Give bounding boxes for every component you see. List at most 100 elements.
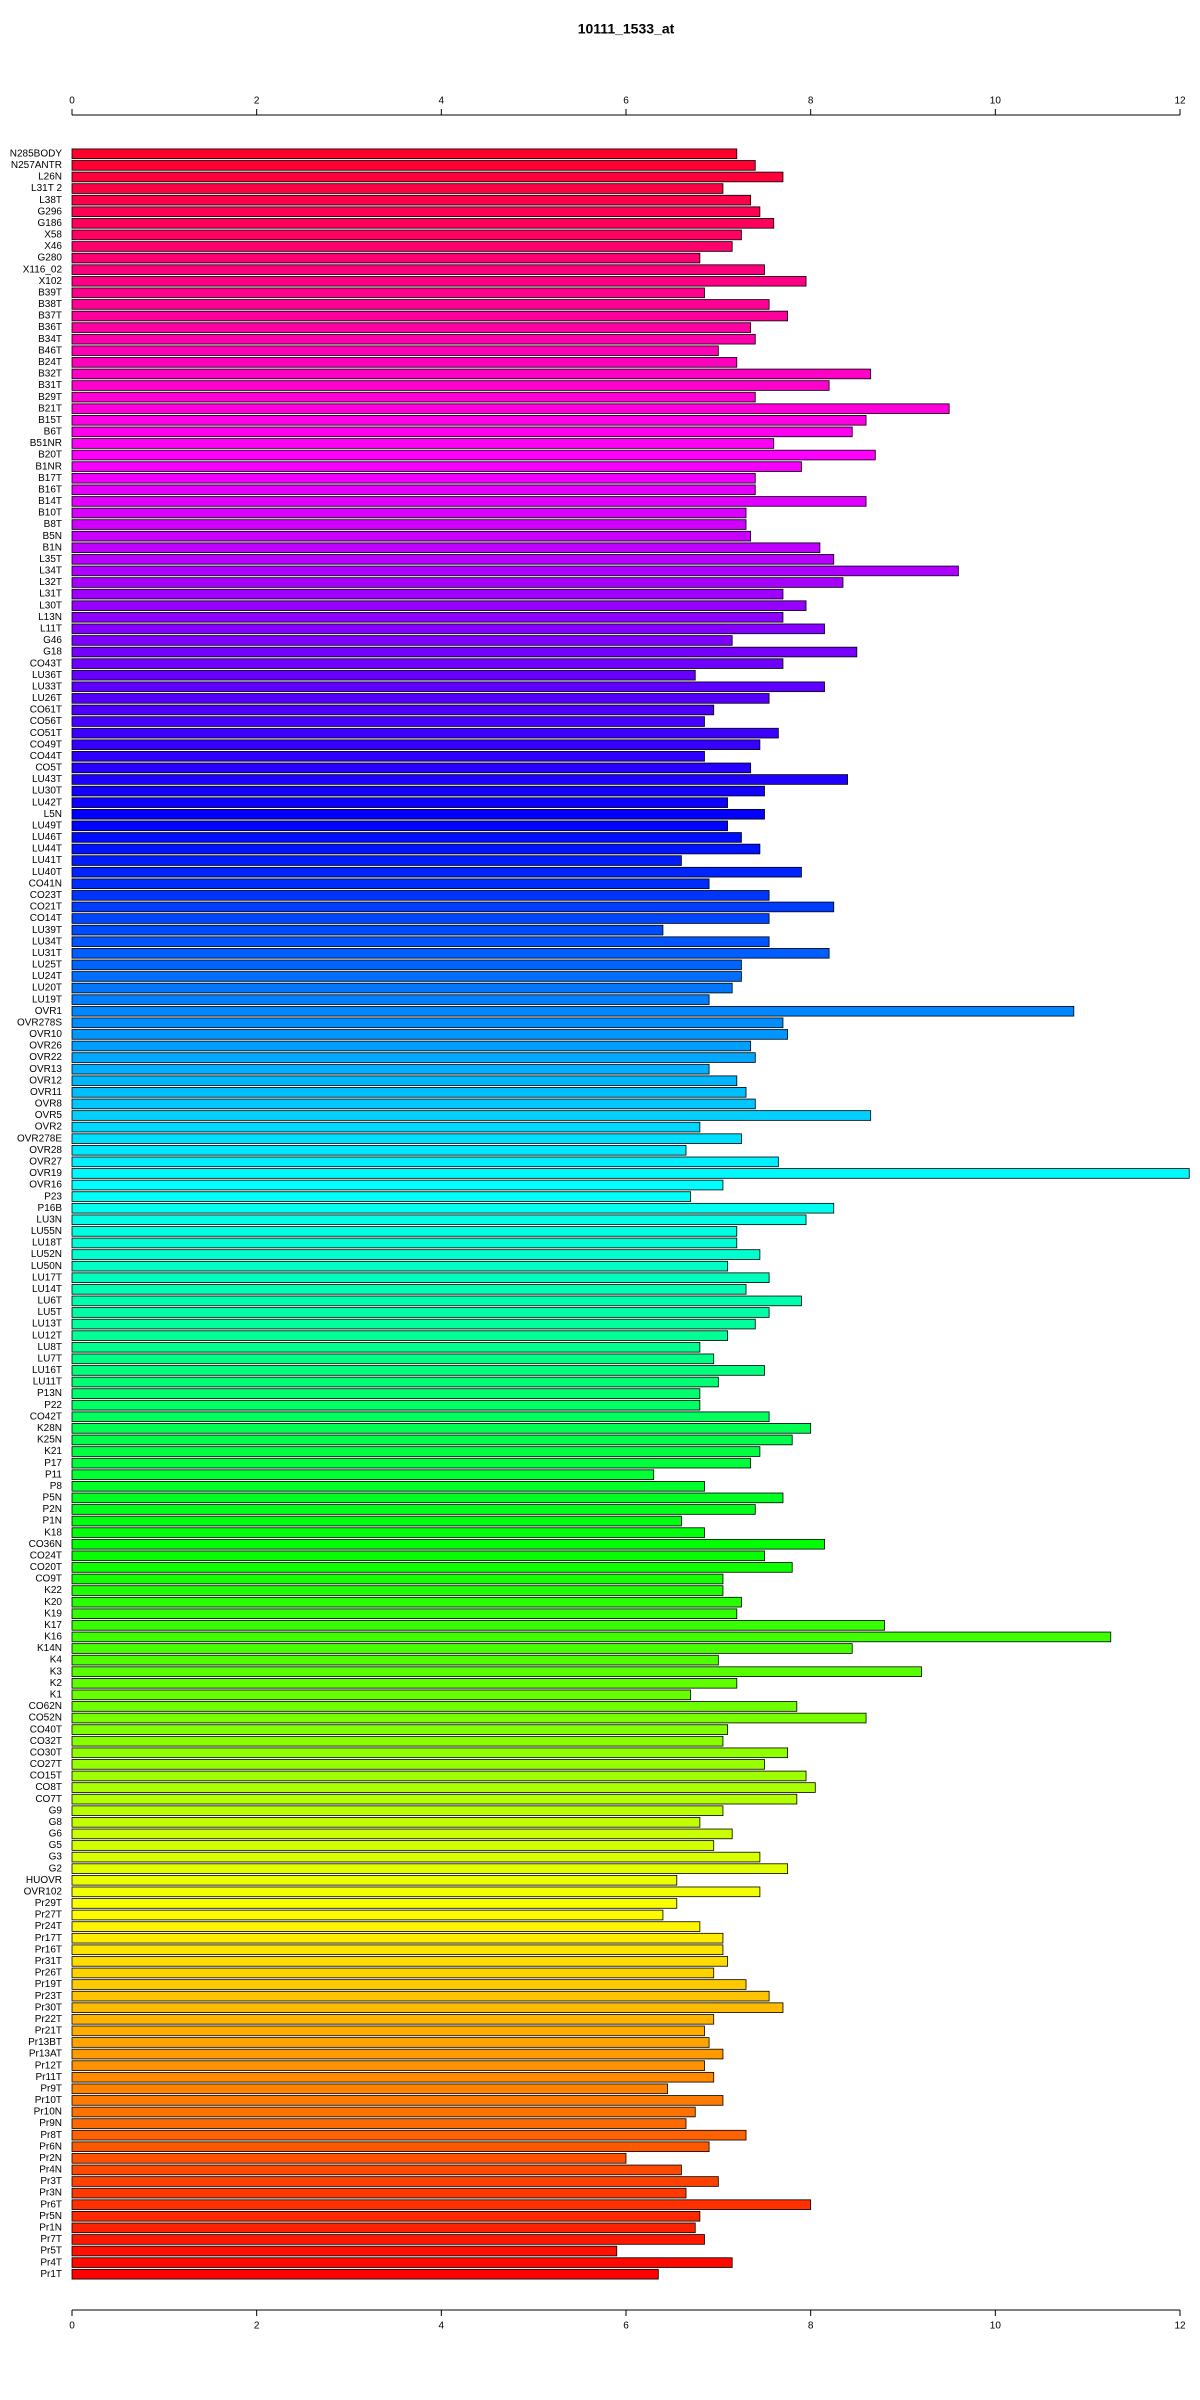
y-tick-label: CO5T bbox=[35, 763, 62, 774]
bar bbox=[71, 1701, 798, 1712]
y-tick-label: B21T bbox=[38, 403, 62, 414]
y-tick-label: OVR2 bbox=[35, 1122, 63, 1133]
y-tick-label: OVR16 bbox=[29, 1180, 62, 1191]
y-tick-label: CO20T bbox=[30, 1562, 62, 1573]
bar bbox=[71, 797, 728, 808]
y-tick-label: G8 bbox=[49, 1817, 63, 1828]
y-tick-label: Pr22T bbox=[35, 2014, 62, 2025]
y-tick-label: P1N bbox=[43, 1516, 62, 1527]
bar bbox=[71, 1087, 747, 1098]
y-tick-label: Pr1T bbox=[40, 2269, 62, 2280]
y-tick-label: G46 bbox=[43, 635, 62, 646]
y-tick-label: LU34T bbox=[32, 936, 62, 947]
y-tick-label: G6 bbox=[49, 1829, 63, 1840]
y-tick-label: B37T bbox=[38, 311, 62, 322]
y-tick-label: K17 bbox=[44, 1620, 62, 1631]
bar bbox=[71, 415, 867, 426]
bar bbox=[71, 275, 807, 287]
bar bbox=[71, 1017, 784, 1029]
bar bbox=[71, 438, 775, 449]
bar bbox=[71, 1585, 724, 1596]
bar bbox=[71, 2002, 784, 2013]
bar bbox=[71, 716, 705, 727]
bar bbox=[71, 1631, 1112, 1643]
y-tick-label: OVR1 bbox=[35, 1006, 63, 1017]
bar bbox=[71, 1005, 1075, 1017]
y-tick-label: L26N bbox=[38, 172, 62, 183]
y-tick-label: L31T 2 bbox=[31, 183, 62, 194]
bar bbox=[71, 2222, 696, 2234]
bar bbox=[71, 1654, 719, 1666]
y-tick-label: OVR27 bbox=[29, 1156, 62, 1167]
bar bbox=[71, 496, 867, 507]
x-tick-label: 4 bbox=[439, 96, 445, 107]
y-tick-label: B15T bbox=[38, 415, 62, 426]
y-tick-label: Pr12T bbox=[35, 2060, 62, 2071]
bar bbox=[71, 1226, 738, 1237]
y-tick-label: Pr24T bbox=[35, 1921, 62, 1932]
bar bbox=[71, 936, 770, 947]
y-tick-label: CO14T bbox=[30, 913, 62, 924]
x-tick-label: 10 bbox=[990, 96, 1002, 107]
bar bbox=[71, 484, 756, 496]
bar bbox=[71, 1272, 770, 1283]
y-tick-label: K1 bbox=[50, 1689, 63, 1700]
bar bbox=[71, 669, 696, 681]
y-tick-label: G296 bbox=[38, 206, 63, 217]
bar bbox=[71, 1399, 701, 1411]
y-tick-label: LU42T bbox=[32, 797, 62, 808]
bar bbox=[71, 1944, 724, 1956]
bar bbox=[71, 1817, 701, 1828]
bar bbox=[71, 1666, 922, 1677]
bar bbox=[71, 1423, 812, 1434]
y-tick-label: Pr9T bbox=[40, 2083, 62, 2094]
y-tick-label: Pr30T bbox=[35, 2002, 62, 2013]
y-tick-label: LU13T bbox=[32, 1319, 62, 1330]
bar bbox=[71, 1029, 788, 1040]
y-tick-label: B10T bbox=[38, 508, 62, 519]
bar bbox=[71, 530, 752, 542]
y-tick-label: P23 bbox=[44, 1191, 62, 1202]
bar bbox=[71, 1063, 710, 1075]
y-tick-label: LU20T bbox=[32, 983, 62, 994]
y-tick-label: B20T bbox=[38, 450, 62, 461]
bar bbox=[71, 1689, 692, 1701]
bar bbox=[71, 1562, 793, 1573]
y-tick-label: P17 bbox=[44, 1458, 62, 1469]
y-tick-label: Pr3T bbox=[40, 2176, 62, 2187]
bar bbox=[71, 160, 756, 171]
y-tick-label: B6T bbox=[44, 427, 62, 438]
bar bbox=[71, 1330, 728, 1341]
y-tick-label: X46 bbox=[44, 241, 62, 252]
bar bbox=[71, 739, 761, 750]
y-tick-label: L32T bbox=[39, 577, 62, 588]
chart-title: 10111_1533_at bbox=[578, 21, 675, 37]
y-tick-label: Pr27T bbox=[35, 1910, 62, 1921]
x-tick-label: 8 bbox=[808, 2321, 814, 2332]
y-tick-label: LU17T bbox=[32, 1272, 62, 1283]
y-tick-label: Pr11T bbox=[36, 2072, 63, 2083]
y-tick-label: L11T bbox=[40, 623, 62, 634]
bar bbox=[71, 368, 872, 380]
y-tick-label: LU19T bbox=[32, 994, 62, 1005]
y-tick-label: Pr26T bbox=[35, 1968, 62, 1979]
bar bbox=[71, 1457, 752, 1469]
bar bbox=[71, 2176, 719, 2187]
bar bbox=[71, 762, 752, 774]
bar bbox=[71, 1712, 867, 1724]
bar bbox=[71, 808, 765, 820]
y-tick-label: L5N bbox=[44, 809, 62, 820]
y-tick-label: LU24T bbox=[32, 971, 62, 982]
bar bbox=[71, 1446, 761, 1457]
y-tick-label: B17T bbox=[38, 473, 62, 484]
y-tick-label: B16T bbox=[38, 484, 62, 495]
x-tick-label: 2 bbox=[254, 96, 260, 107]
bar bbox=[71, 357, 738, 368]
bar bbox=[71, 1932, 724, 1944]
bar bbox=[71, 461, 802, 472]
y-tick-label: LU52N bbox=[31, 1249, 62, 1260]
y-tick-label: OVR5 bbox=[35, 1110, 63, 1121]
y-tick-label: LU11T bbox=[33, 1377, 62, 1388]
y-tick-label: K3 bbox=[50, 1666, 63, 1677]
y-tick-label: Pr10T bbox=[35, 2095, 62, 2106]
